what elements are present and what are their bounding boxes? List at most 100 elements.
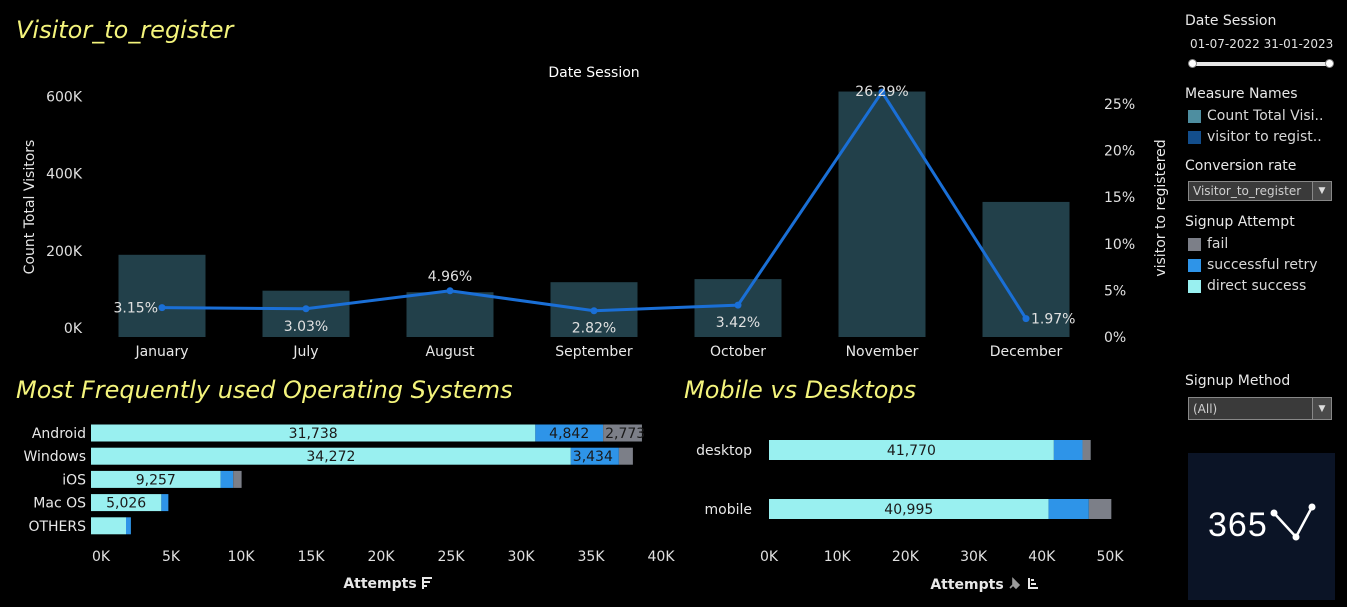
conversion-rate-label: 4.96%	[428, 269, 472, 285]
month-label: November	[846, 344, 919, 360]
conversion-rate-point[interactable]	[158, 304, 166, 312]
y2-tick-label: 25%	[1104, 97, 1135, 113]
x-tick-label: 20K	[892, 549, 920, 565]
legend-item-label: fail	[1207, 236, 1229, 252]
visitor-count-bar[interactable]	[982, 201, 1070, 337]
logo-text: 365	[1208, 506, 1268, 544]
device-x-axis-label: Attempts	[930, 577, 1003, 593]
category-label: Android	[32, 426, 86, 442]
legend-item-direct-success[interactable]: direct success	[1188, 278, 1306, 294]
segment-fail[interactable]	[618, 447, 633, 465]
segment-value-label: 4,842	[549, 426, 589, 442]
category-label: mobile	[705, 502, 752, 518]
chevron-down-icon[interactable]: ▼	[1312, 398, 1331, 419]
segment-direct-success[interactable]	[91, 470, 221, 488]
conversion-rate-point[interactable]	[878, 88, 886, 96]
pin-icon[interactable]	[1009, 577, 1021, 590]
segment-value-label: 40,995	[884, 502, 933, 518]
category-label: Mac OS	[33, 496, 86, 512]
legend-swatch	[1188, 109, 1201, 123]
segment-direct-success[interactable]	[91, 517, 126, 535]
segment-successful-retry[interactable]	[570, 447, 619, 465]
segment-direct-success[interactable]	[91, 494, 162, 512]
segment-value-label: 34,272	[306, 449, 355, 465]
legend-item-visitor-rate[interactable]: visitor to regist..	[1188, 129, 1322, 145]
segment-direct-success[interactable]	[769, 440, 1054, 460]
month-label: January	[134, 344, 188, 360]
segment-fail[interactable]	[603, 424, 642, 442]
segment-fail[interactable]	[1082, 440, 1091, 460]
sort-icon[interactable]	[1028, 578, 1038, 589]
x-tick-label: 10K	[824, 549, 852, 565]
slider-start-handle[interactable]	[1188, 59, 1197, 68]
segment-direct-success[interactable]	[91, 424, 536, 442]
legend-item-successful-retry[interactable]: successful retry	[1188, 257, 1318, 273]
date-range-values: 01-07-2022 31-01-2023	[1190, 37, 1333, 51]
device-chart-title: Mobile vs Desktops	[684, 376, 917, 404]
segment-fail[interactable]	[1088, 499, 1112, 519]
dashboard-title: Visitor_to_register	[16, 16, 234, 44]
os-stacked-bar-chart[interactable]: Android Windows iOS Mac OS OTHERS 31,738 4,84…	[0, 410, 680, 607]
segment-fail[interactable]	[233, 470, 242, 488]
category-label: Windows	[24, 449, 87, 465]
month-label: July	[292, 344, 318, 360]
y2-tick-label: 10%	[1104, 237, 1135, 253]
segment-successful-retry[interactable]	[1048, 499, 1089, 519]
visitor-count-bar[interactable]	[838, 91, 926, 337]
date-end: 31-01-2023	[1263, 37, 1334, 51]
legend-item-label: direct success	[1207, 278, 1307, 294]
conversion-rate-point[interactable]	[446, 287, 454, 295]
segment-value-label: 31,738	[289, 426, 338, 442]
conversion-rate-point[interactable]	[590, 307, 598, 315]
conversion-rate-point[interactable]	[1022, 315, 1030, 323]
measure-names-label: Measure Names	[1185, 86, 1298, 102]
os-x-axis-label: Attempts	[343, 576, 416, 592]
y2-tick-label: 0%	[1104, 330, 1126, 346]
signup-method-dropdown[interactable]: (All) ▼	[1188, 397, 1332, 420]
segment-direct-success[interactable]	[769, 499, 1049, 519]
x-tick-label: 5K	[162, 549, 181, 565]
visitor-count-bar[interactable]	[406, 292, 494, 337]
x-tick-label: 20K	[368, 549, 396, 565]
legend-item-fail[interactable]: fail	[1188, 236, 1228, 252]
chevron-down-icon[interactable]: ▼	[1312, 182, 1331, 200]
segment-successful-retry[interactable]	[161, 494, 169, 512]
dropdown-value: (All)	[1193, 401, 1218, 416]
y-axis-label: Count Total Visitors	[22, 140, 38, 275]
conversion-rate-point[interactable]	[302, 305, 310, 313]
segment-successful-retry[interactable]	[220, 470, 234, 488]
sort-icon[interactable]	[422, 577, 432, 589]
conversion-rate-label: 3.03%	[284, 319, 328, 335]
month-label: September	[555, 344, 633, 360]
visitor-count-bar[interactable]	[118, 254, 206, 337]
conversion-rate-point[interactable]	[734, 301, 742, 309]
legend-item-count-visitors[interactable]: Count Total Visi..	[1188, 108, 1323, 124]
y-tick-label: 200K	[46, 244, 83, 260]
segment-successful-retry[interactable]	[126, 517, 131, 535]
signup-method-label: Signup Method	[1185, 373, 1291, 389]
y2-axis-label: visitor to registered	[1153, 139, 1169, 276]
conversion-rate-label: Conversion rate	[1185, 158, 1297, 174]
x-tick-label: 10K	[228, 549, 256, 565]
conversion-rate-dropdown[interactable]: Visitor_to_register ▼	[1188, 181, 1332, 201]
device-stacked-bar-chart[interactable]: desktop mobile 41,770 40,995 0K 10K 20K 30K 40…	[680, 410, 1160, 607]
brand-logo: 365	[1188, 453, 1335, 600]
date-start: 01-07-2022	[1190, 37, 1260, 51]
segment-successful-retry[interactable]	[535, 424, 604, 442]
visitor-combo-chart[interactable]: Date Session Count Total Visitors visito…	[0, 0, 1175, 375]
visitor-count-bar[interactable]	[262, 290, 350, 337]
slider-end-handle[interactable]	[1325, 59, 1334, 68]
x-tick-label: 40K	[648, 549, 676, 565]
legend-swatch	[1188, 130, 1201, 144]
y-tick-label: 0K	[64, 321, 83, 337]
segment-value-label: 2,773	[605, 426, 645, 442]
os-chart-title: Most Frequently used Operating Systems	[16, 376, 513, 404]
conversion-rate-label: 1.97%	[1031, 312, 1075, 328]
segment-direct-success[interactable]	[91, 447, 571, 465]
date-range-slider[interactable]	[1188, 59, 1334, 68]
month-label: December	[990, 344, 1063, 360]
legend-item-label: Count Total Visi..	[1207, 108, 1324, 124]
segment-successful-retry[interactable]	[1053, 440, 1083, 460]
conversion-rate-label: 3.42%	[716, 315, 760, 331]
y2-tick-label: 20%	[1104, 144, 1135, 160]
